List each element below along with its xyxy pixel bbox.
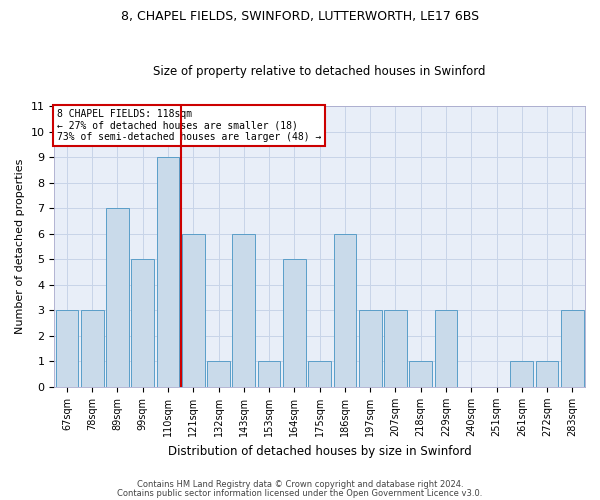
Bar <box>561 310 584 387</box>
Bar <box>131 260 154 387</box>
Bar <box>359 310 382 387</box>
Bar <box>283 260 306 387</box>
Bar <box>207 362 230 387</box>
Bar <box>511 362 533 387</box>
Bar <box>258 362 280 387</box>
Bar <box>157 157 179 387</box>
Bar <box>334 234 356 387</box>
Bar <box>56 310 78 387</box>
Bar <box>182 234 205 387</box>
Bar <box>536 362 559 387</box>
Text: Contains HM Land Registry data © Crown copyright and database right 2024.: Contains HM Land Registry data © Crown c… <box>137 480 463 489</box>
Bar <box>81 310 104 387</box>
Title: Size of property relative to detached houses in Swinford: Size of property relative to detached ho… <box>154 66 486 78</box>
Text: Contains public sector information licensed under the Open Government Licence v3: Contains public sector information licen… <box>118 488 482 498</box>
Bar <box>232 234 255 387</box>
Bar <box>434 310 457 387</box>
Bar <box>384 310 407 387</box>
Text: 8, CHAPEL FIELDS, SWINFORD, LUTTERWORTH, LE17 6BS: 8, CHAPEL FIELDS, SWINFORD, LUTTERWORTH,… <box>121 10 479 23</box>
Bar <box>308 362 331 387</box>
Bar <box>106 208 129 387</box>
Text: 8 CHAPEL FIELDS: 118sqm
← 27% of detached houses are smaller (18)
73% of semi-de: 8 CHAPEL FIELDS: 118sqm ← 27% of detache… <box>57 109 322 142</box>
Bar <box>409 362 432 387</box>
X-axis label: Distribution of detached houses by size in Swinford: Distribution of detached houses by size … <box>168 444 472 458</box>
Y-axis label: Number of detached properties: Number of detached properties <box>15 159 25 334</box>
